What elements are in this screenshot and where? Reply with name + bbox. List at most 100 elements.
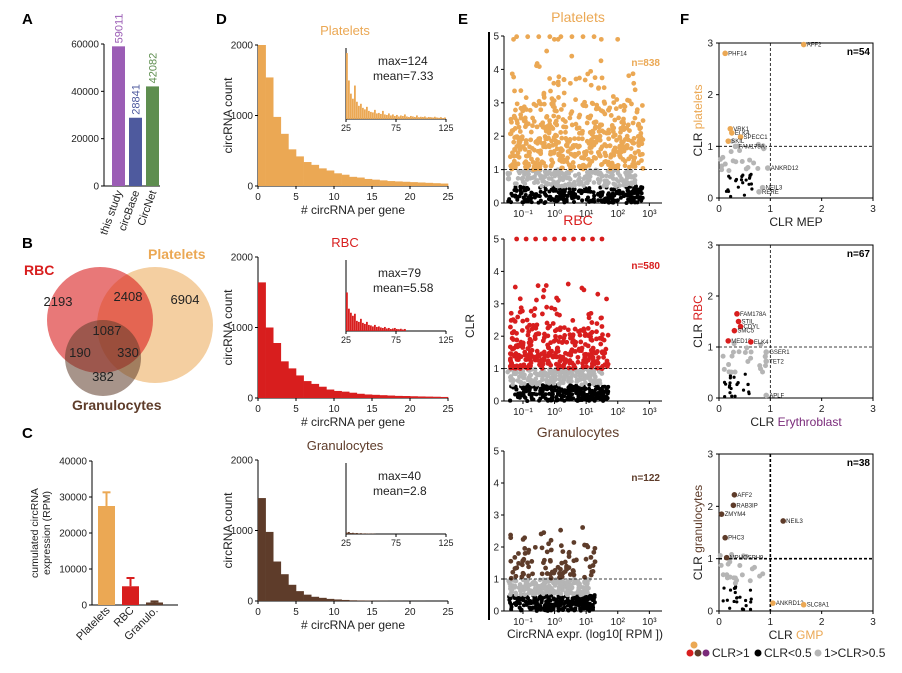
panel-f-xlabel: CLR Erythroblast [750, 415, 842, 429]
panel-e-dot-low [538, 189, 543, 194]
panel-e-dot-mid [567, 588, 573, 594]
panel-e-dot-low [590, 605, 595, 610]
panel-e-dot-high [612, 132, 618, 138]
panel-d-bar [265, 327, 274, 398]
panel-e-dot-high [610, 94, 616, 99]
panel-e-dot-high [563, 136, 569, 141]
panel-d-inset-bar [358, 105, 360, 119]
panel-e-dot-low [527, 388, 532, 393]
panel-e-dot-high [535, 148, 541, 154]
panel-e-ytick-label: 5 [493, 235, 499, 246]
panel-f-labeled-dot [731, 492, 738, 498]
panel-e-dot-mid [591, 368, 596, 374]
panel-f-point-label: RERE [762, 190, 779, 196]
panel-e-dot-high [558, 543, 564, 549]
panel-f-xlabel-colored: MEP [797, 215, 823, 229]
panel-d-bar [311, 596, 320, 601]
panel-e-dot-high [553, 361, 559, 367]
panel-d-bar [303, 381, 312, 398]
panel-e-dot-high [599, 366, 605, 371]
panel-e-dot-high [524, 317, 530, 323]
panel-f-ytick-label: 1 [707, 343, 713, 354]
panel-e-dot-mid [587, 169, 593, 175]
panel-d-xtick-label: 0 [255, 192, 261, 203]
panel-e-dot-high [636, 140, 641, 146]
panel-e-xlabel: CircRNA expr. (log10[ RPM ]) [507, 627, 663, 641]
panel-e-dot-high [636, 160, 641, 166]
panel-e-dot-high [621, 108, 627, 113]
panel-e-dot-high [613, 106, 619, 112]
panel-e-dot-high [582, 77, 588, 83]
panel-f-xtick-label: 1 [768, 204, 774, 215]
panel-e-dot-low [506, 199, 511, 204]
panel-e-dot-low [562, 398, 567, 403]
panel-e-dot-high [586, 315, 592, 321]
panel-d-inset-bar [416, 115, 418, 119]
panel-e-dot-high [556, 152, 561, 158]
panel-e-dot-high [599, 236, 605, 242]
panel-e-dot-high [598, 36, 604, 42]
panel-d-bar [273, 343, 282, 398]
panel-e-dot-mid [550, 379, 556, 385]
panel-d-inset-bar [368, 324, 370, 331]
panel-e-dot-high [541, 141, 547, 147]
panel-e-dot-high [547, 118, 553, 124]
panel-e-dot-high [615, 36, 621, 42]
panel-e-dot-high [536, 34, 542, 40]
panel-d-ytick-label: 2000 [231, 41, 254, 52]
panel-f-dot-mid [757, 363, 763, 369]
panel-f-dot-mid [763, 363, 769, 369]
panel-e-dot-mid [513, 590, 519, 596]
panel-d-bar [402, 396, 411, 398]
panel-e-dot-high [520, 318, 526, 324]
panel-d-bar [280, 361, 289, 398]
panel-e-dot-mid [599, 173, 604, 178]
panel-e-dot-mid [522, 181, 528, 187]
panel-e-dot-high [514, 337, 520, 343]
panel-d-inset-bar [392, 114, 394, 119]
panel-e-dot-low [579, 391, 584, 396]
panel-d-inset-bar [384, 326, 386, 331]
panel-e-dot-low [612, 187, 617, 192]
panel-e-dot-high [590, 128, 595, 134]
panel-d-bar [394, 181, 403, 186]
panel-e-dot-mid [539, 183, 545, 189]
panel-d-inset-bar [384, 114, 386, 119]
panel-f-xtick-label: 3 [870, 204, 876, 215]
panel-e-dot-high [511, 158, 517, 164]
panel-e-dot-low [534, 608, 539, 613]
panel-e-dot-high [616, 115, 622, 121]
panel-f-dot-mid [760, 369, 766, 375]
panel-d-inset-bar [388, 113, 390, 119]
panel-d-bar [318, 597, 327, 601]
panel-e-dot-mid [505, 170, 511, 176]
panel-f-labeled-dot [735, 318, 742, 325]
panel-f-dot-mid [733, 159, 739, 165]
panel-f-dot-mid [762, 354, 768, 360]
panel-e-dot-high [515, 161, 521, 167]
panel-e-dot-high [512, 284, 518, 290]
legend-dot-low [754, 649, 762, 657]
panel-f-ytick-label: 3 [707, 450, 713, 461]
panel-e-dot-high [632, 155, 638, 160]
panel-f-dot-low [728, 391, 732, 395]
panel-e-dot-high [580, 364, 586, 370]
panel-f-labeled-dot [756, 189, 762, 195]
panel-e-dot-mid [552, 583, 558, 588]
panel-e-dot-low [545, 387, 550, 392]
panel-f-ylabel: CLR granulocytes [691, 485, 705, 580]
panel-d-inset-bar [442, 117, 444, 119]
panel-e-dot-low [529, 391, 534, 396]
panel-d-ytick-label: 1000 [231, 111, 254, 122]
panel-e-dot-high [632, 87, 638, 93]
panel-e-dot-mid [549, 182, 554, 187]
panel-e-dot-mid [543, 371, 549, 376]
panel-e-dot-high [590, 356, 596, 362]
panel-d-inset-bar [428, 116, 430, 119]
panel-d-inset-bar [380, 327, 382, 331]
panel-e-dot-high [574, 126, 580, 131]
panel-d-bar [303, 162, 312, 186]
panel-e-dot-low [556, 608, 561, 613]
panel-e-dot-high [614, 163, 620, 169]
panel-f-point-label: GSER1 [769, 350, 790, 356]
